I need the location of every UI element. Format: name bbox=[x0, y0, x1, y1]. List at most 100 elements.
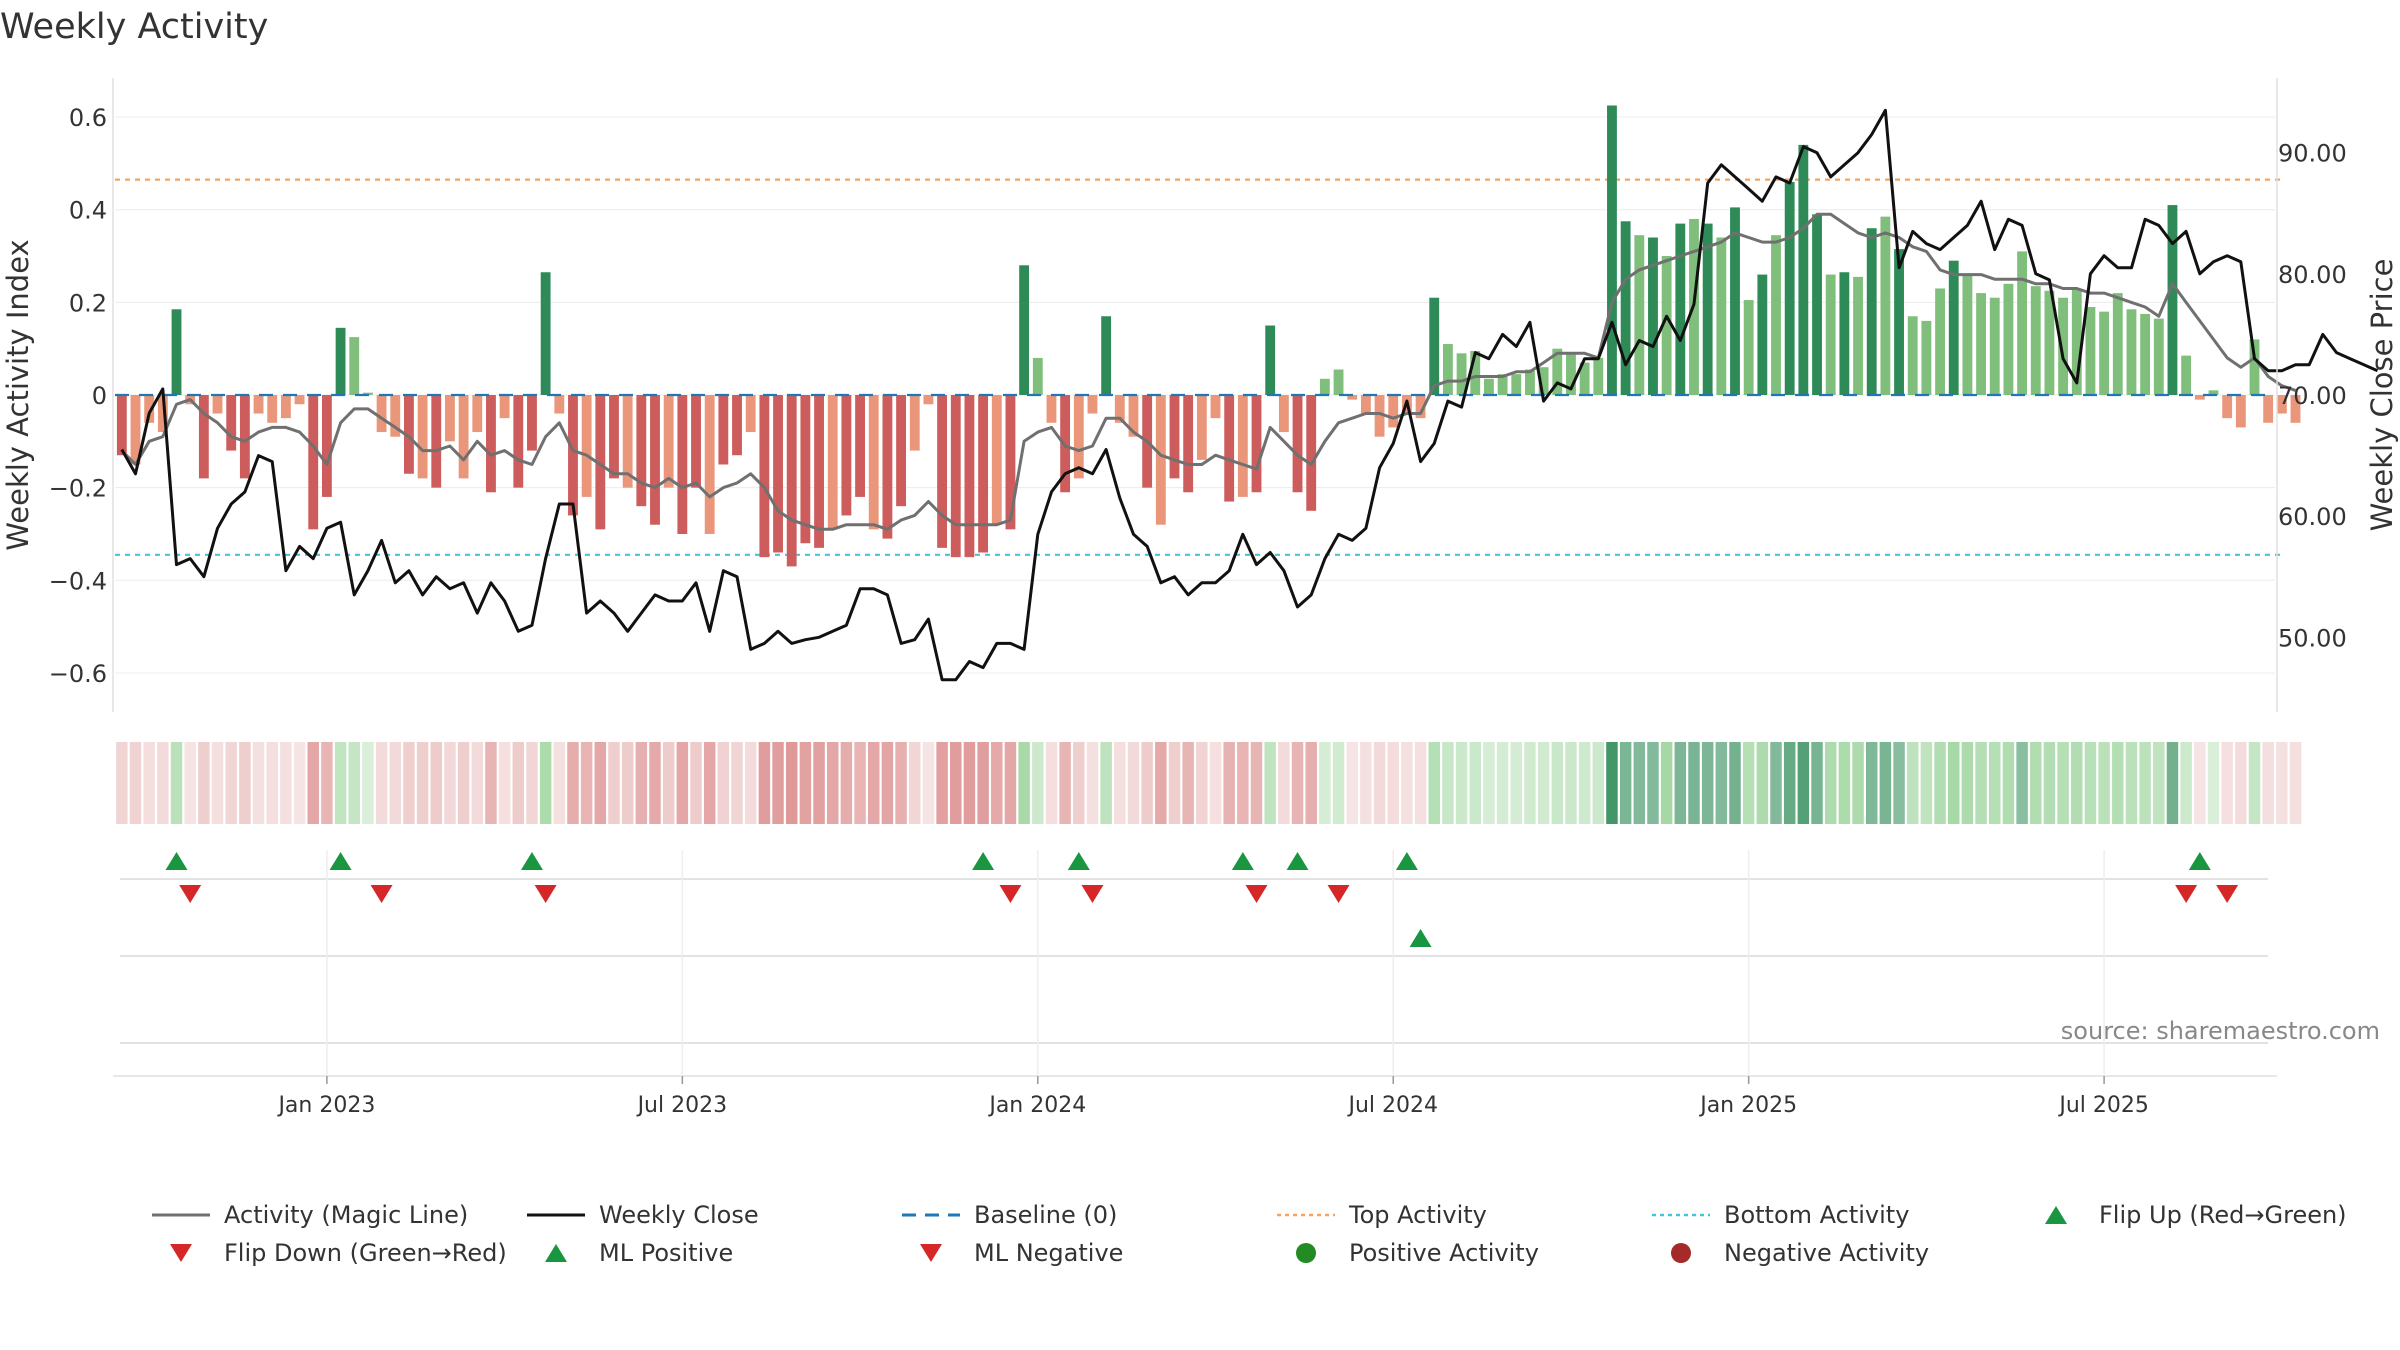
activity-bar-150 bbox=[2167, 205, 2178, 395]
heat-cell-127 bbox=[1852, 742, 1864, 824]
heat-cell-112 bbox=[1647, 742, 1659, 824]
legend-label-8: ML Negative bbox=[974, 1239, 1124, 1267]
heat-cell-86 bbox=[1291, 742, 1304, 824]
heat-cell-147 bbox=[2125, 742, 2138, 824]
legend-label-5: Flip Up (Red→Green) bbox=[2099, 1201, 2347, 1229]
heat-cell-122 bbox=[1783, 742, 1796, 824]
heat-cell-51 bbox=[813, 742, 825, 824]
activity-bar-31 bbox=[540, 272, 551, 395]
heat-cell-16 bbox=[334, 742, 347, 824]
activity-bar-84 bbox=[1265, 325, 1276, 395]
activity-bar-109 bbox=[1607, 105, 1617, 396]
activity-bar-4 bbox=[171, 309, 182, 395]
y-tick-label-1: −0.4 bbox=[49, 567, 107, 595]
heat-cell-69 bbox=[1059, 742, 1071, 824]
x-tick-label-3: Jul 2024 bbox=[1346, 1093, 1438, 1118]
activity-bar-27 bbox=[486, 395, 496, 493]
heat-cell-130 bbox=[1893, 742, 1905, 824]
activity-bar-80 bbox=[1210, 395, 1221, 419]
activity-bar-148 bbox=[2140, 313, 2151, 395]
heat-cell-20 bbox=[389, 742, 401, 824]
activity-bar-123 bbox=[1798, 144, 1809, 395]
activity-bar-65 bbox=[1005, 395, 1016, 530]
activity-bar-87 bbox=[1306, 395, 1317, 511]
x-tick-label-5: Jul 2025 bbox=[2057, 1093, 2149, 1118]
activity-bar-79 bbox=[1196, 395, 1207, 460]
heat-cell-26 bbox=[471, 742, 484, 824]
heat-cell-79 bbox=[1196, 742, 1208, 824]
heat-cell-116 bbox=[1701, 742, 1714, 824]
activity-bar-86 bbox=[1292, 395, 1303, 493]
activity-bar-61 bbox=[950, 395, 961, 558]
activity-bar-93 bbox=[1388, 395, 1399, 428]
activity-bar-11 bbox=[267, 395, 278, 423]
heat-cell-0 bbox=[116, 742, 128, 824]
heat-cell-2 bbox=[143, 742, 155, 824]
heat-cell-76 bbox=[1155, 742, 1167, 824]
heat-cell-34 bbox=[580, 742, 593, 824]
heat-cell-85 bbox=[1278, 742, 1290, 824]
legend-item-1: Weekly Close bbox=[525, 1200, 759, 1230]
y-tick-label-0: −0.6 bbox=[49, 660, 107, 688]
activity-bar-120 bbox=[1757, 274, 1768, 395]
heat-cell-108 bbox=[1592, 742, 1605, 824]
heat-cell-159 bbox=[2289, 742, 2302, 824]
activity-bar-9 bbox=[239, 395, 250, 479]
legend-symbol-tri-down-red bbox=[920, 1244, 942, 1262]
flip-down-marker-7 bbox=[2175, 885, 2198, 903]
heat-cell-141 bbox=[2043, 742, 2056, 824]
legend-symbol-tri-up-green bbox=[545, 1244, 567, 1262]
marker-panels bbox=[113, 850, 2277, 1077]
heat-cell-131 bbox=[1906, 742, 1919, 824]
heat-cell-37 bbox=[621, 742, 634, 824]
activity-bar-97 bbox=[1442, 344, 1453, 395]
y2-axis-ticks: 50.00 60.00 70.00 80.00 90.00 bbox=[2278, 140, 2347, 653]
activity-bar-130 bbox=[1894, 249, 1904, 395]
heat-cell-137 bbox=[1989, 742, 2001, 824]
activity-bar-137 bbox=[1989, 297, 2000, 395]
activity-bar-127 bbox=[1853, 276, 1863, 395]
y2-tick-label-3: 80.00 bbox=[2278, 261, 2347, 289]
heat-cell-32 bbox=[553, 742, 566, 824]
activity-bar-119 bbox=[1743, 300, 1754, 395]
heat-cell-98 bbox=[1455, 742, 1468, 824]
heat-cell-45 bbox=[731, 742, 743, 824]
activity-bar-78 bbox=[1183, 395, 1194, 493]
activity-bar-110 bbox=[1620, 221, 1631, 395]
activity-bar-111 bbox=[1634, 235, 1645, 395]
flip-down-marker-3 bbox=[999, 885, 1022, 903]
activity-bar-82 bbox=[1237, 395, 1248, 497]
activity-bar-29 bbox=[513, 395, 524, 488]
activity-bar-16 bbox=[335, 327, 346, 395]
heat-cell-88 bbox=[1319, 742, 1331, 824]
activity-bar-50 bbox=[800, 395, 811, 544]
activity-bar-14 bbox=[308, 395, 319, 530]
activity-bar-153 bbox=[2208, 390, 2219, 395]
y-tick-label-4: 0.2 bbox=[69, 289, 107, 317]
activity-bar-8 bbox=[226, 395, 237, 451]
activity-bar-41 bbox=[677, 395, 688, 534]
axes bbox=[112, 78, 2278, 712]
heat-cell-72 bbox=[1100, 742, 1112, 824]
heat-cell-4 bbox=[170, 742, 183, 824]
activity-bar-90 bbox=[1347, 395, 1358, 400]
heat-cell-153 bbox=[2207, 742, 2220, 824]
heat-cell-7 bbox=[211, 742, 224, 824]
heat-cell-97 bbox=[1442, 742, 1454, 824]
heat-cell-70 bbox=[1073, 742, 1085, 824]
activity-bar-25 bbox=[458, 395, 469, 479]
heat-cell-149 bbox=[2153, 742, 2165, 824]
activity-bar-51 bbox=[814, 395, 824, 548]
heat-cell-129 bbox=[1879, 742, 1892, 824]
heat-cell-38 bbox=[635, 742, 648, 824]
activity-bar-30 bbox=[527, 395, 537, 451]
legend-symbol-dot-orange bbox=[1277, 1213, 1335, 1217]
activity-bar-34 bbox=[581, 395, 592, 497]
heat-cell-83 bbox=[1250, 742, 1263, 824]
y-tick-label-5: 0.4 bbox=[69, 197, 107, 225]
heat-cell-22 bbox=[416, 742, 429, 824]
activity-bar-156 bbox=[2249, 339, 2260, 395]
legend-symbol-line-black bbox=[527, 1213, 585, 1217]
heat-cell-117 bbox=[1715, 742, 1728, 824]
heat-cell-18 bbox=[362, 742, 374, 824]
